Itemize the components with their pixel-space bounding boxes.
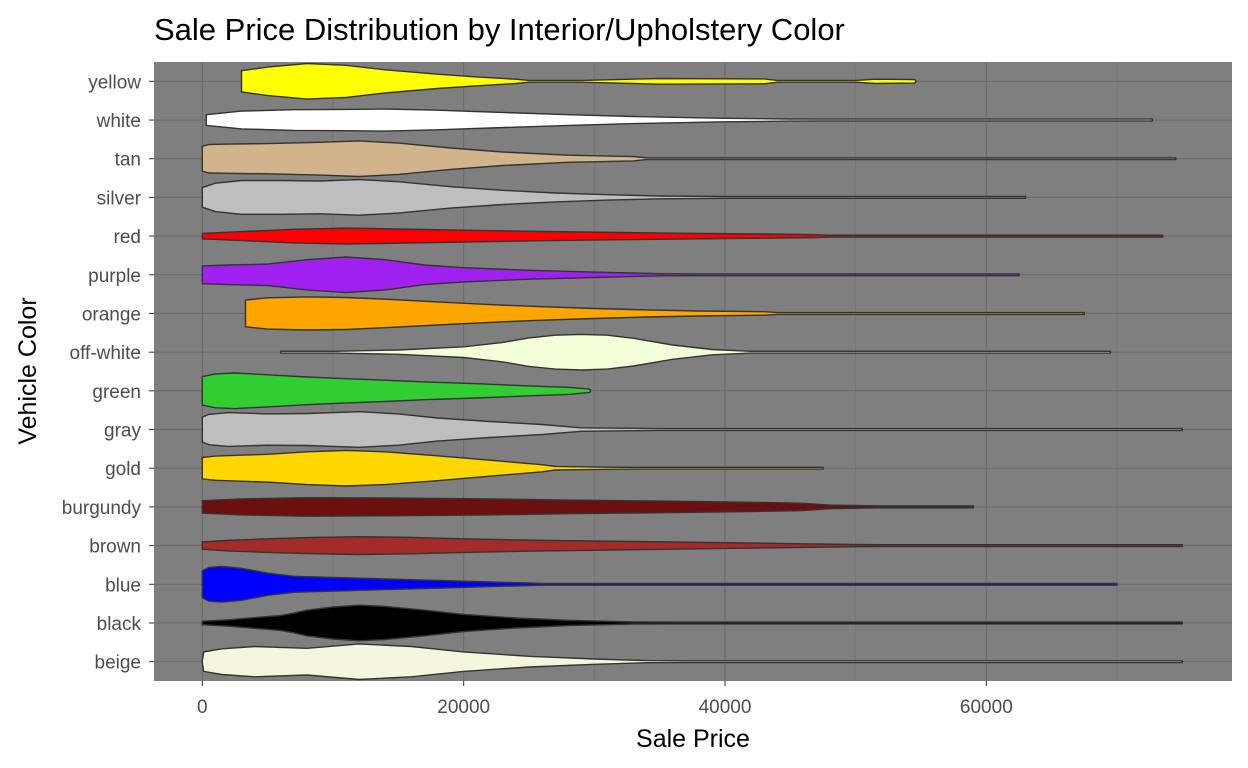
y-tick-label-beige: beige [95,653,142,674]
violin-off-white [280,333,1112,371]
violin-gray [201,410,1183,449]
y-tick-label-off-white: off-white [70,343,141,364]
y-tick-label-brown: brown [89,537,141,558]
violin-burgundy [201,496,974,517]
y-tick-label-burgundy: burgundy [62,498,142,519]
violin-white [205,108,1153,132]
x-tick-label: 60000 [960,697,1013,718]
x-tick-label: 40000 [699,697,752,718]
x-tick-label: 20000 [437,697,490,718]
violin-silver [201,178,1027,216]
y-tick-label-orange: orange [82,304,141,325]
violin-yellow [240,62,917,100]
violin-group [201,62,1183,681]
violin-tan [201,140,1177,178]
y-tick-label-purple: purple [88,266,141,287]
violin-green [201,372,592,410]
violin-gold [201,449,824,487]
y-tick-label-silver: silver [97,188,142,209]
x-axis-tick-labels: 0 20000 40000 60000 [197,681,1013,718]
y-tick-label-gold: gold [105,459,141,480]
y-tick-label-white: white [96,111,141,132]
y-tick-label-red: red [114,227,141,248]
violin-blue [201,565,1118,603]
x-axis-title: Sale Price [636,725,750,753]
y-tick-label-green: green [92,382,141,403]
y-tick-label-yellow: yellow [88,72,141,93]
y-axis-tick-labels: beige black blue brown burgundy gold gray green… [62,72,154,674]
y-tick-label-black: black [97,614,142,635]
violin-red [201,227,1164,245]
y-axis-title: Vehicle Color [14,297,42,444]
violin-brown [201,535,1183,556]
violin-beige [201,643,1183,681]
chart-title: Sale Price Distribution by Interior/Upho… [154,12,845,47]
violin-orange [244,296,1085,331]
x-tick-label: 0 [197,697,208,718]
violin-black [201,604,1183,642]
y-tick-label-tan: tan [115,150,141,171]
y-tick-label-blue: blue [105,575,141,596]
y-tick-label-gray: gray [104,421,141,442]
violin-purple [201,256,1020,294]
